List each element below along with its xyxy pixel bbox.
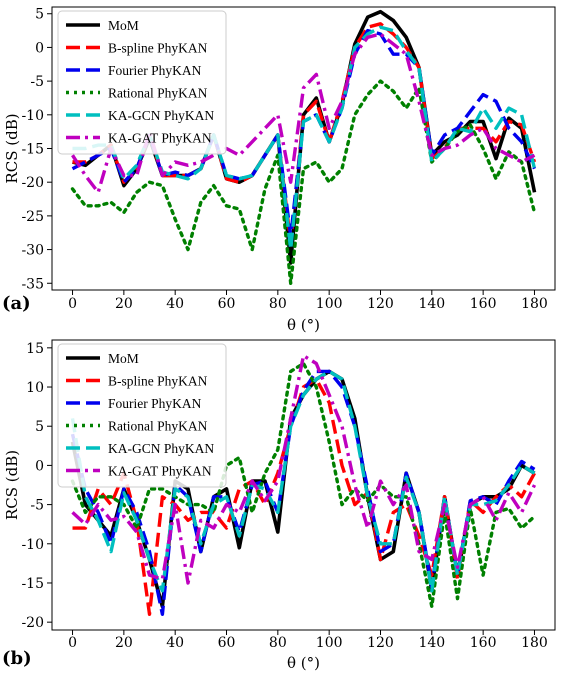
- x-tick-label: 80: [269, 635, 287, 651]
- x-tick-label: 160: [470, 296, 497, 312]
- y-tick-label: -30: [21, 243, 44, 259]
- y-tick-label: -35: [21, 276, 44, 292]
- y-tick-label: -5: [30, 74, 44, 90]
- y-axis-label: RCS (dB): [3, 450, 21, 520]
- y-tick-label: -10: [21, 537, 44, 553]
- panel-a: 0 20 40 60 80 100 120 140 160 180 5 0 -5 -10 -15 -20 -25…: [2, 6, 556, 334]
- x-tick-label: 120: [367, 296, 394, 312]
- x-axis-label: θ (°): [287, 654, 320, 672]
- x-axis-label: θ (°): [287, 316, 320, 334]
- y-tick-label: -20: [21, 615, 44, 631]
- panel-label: (b): [2, 648, 32, 669]
- series-line-rational-phykan: [70, 79, 537, 285]
- y-tick-label: -5: [30, 498, 44, 514]
- panel-b: 0 20 40 60 80 100 120 140 160 180 15 10 5 0 -5 -10 -15 -2…: [2, 339, 556, 672]
- legend-label: KA-GCN PhyKAN: [108, 441, 214, 456]
- y-tick-label: -20: [21, 175, 44, 191]
- legend-label: Fourier PhyKAN: [108, 63, 202, 78]
- y-tick-label: 5: [35, 419, 44, 435]
- y-axis-label: RCS (dB): [3, 113, 21, 183]
- x-tick-label: 20: [115, 296, 133, 312]
- x-tick-label: 100: [316, 296, 343, 312]
- x-tick-label: 60: [218, 635, 236, 651]
- legend: MoM B-spline PhyKAN Fourier PhyKAN Rational…: [57, 10, 227, 155]
- legend-label: MoM: [108, 18, 139, 33]
- x-tick-label: 20: [115, 635, 133, 651]
- y-tick-label: 15: [26, 341, 44, 357]
- x-tick-label: 140: [418, 296, 445, 312]
- y-tick-label: 5: [35, 7, 44, 23]
- x-tick-label: 180: [521, 296, 548, 312]
- series-line-ka-gcn-phykan: [70, 369, 536, 593]
- y-tick-label: 10: [26, 380, 44, 396]
- x-tick-label: 120: [367, 635, 394, 651]
- x-tick-label: 60: [218, 296, 236, 312]
- y-tick-label: 0: [35, 458, 44, 474]
- legend: MoM B-spline PhyKAN Fourier PhyKAN Rational…: [57, 343, 227, 488]
- x-tick-label: 160: [470, 635, 497, 651]
- x-tick-label: 80: [269, 296, 287, 312]
- x-tick-label: 40: [166, 635, 184, 651]
- x-tick-label: 180: [521, 635, 548, 651]
- series-line-ka-gat-phykan: [71, 32, 536, 195]
- y-tick-label: 0: [35, 40, 44, 56]
- x-tick-label: 140: [418, 635, 445, 651]
- x-tick-label: 0: [68, 296, 77, 312]
- x-tick-label: 100: [316, 635, 343, 651]
- series-line-b-spline-phykan: [72, 377, 536, 616]
- legend-label: KA-GAT PhyKAN: [108, 464, 212, 479]
- legend-label: B-spline PhyKAN: [108, 41, 208, 56]
- x-tick-label: 40: [166, 296, 184, 312]
- series-line-ka-gat-phykan: [71, 354, 537, 585]
- legend-label: KA-GCN PhyKAN: [108, 108, 214, 123]
- series-line-fourier-phykan: [70, 369, 536, 616]
- x-tick-label: 0: [68, 635, 77, 651]
- y-tick-label: -25: [21, 209, 44, 225]
- panel-label: (a): [2, 293, 31, 314]
- legend-label: Rational PhyKAN: [108, 86, 208, 101]
- legend-label: Fourier PhyKAN: [108, 396, 202, 411]
- y-tick-label: -10: [21, 108, 44, 124]
- legend-label: KA-GAT PhyKAN: [108, 131, 212, 146]
- legend-label: MoM: [108, 351, 139, 366]
- legend-label: Rational PhyKAN: [108, 419, 208, 434]
- plot-frame: [51, 339, 556, 631]
- y-tick-label: -15: [21, 142, 44, 158]
- y-tick-label: -15: [21, 576, 44, 592]
- legend-label: B-spline PhyKAN: [108, 374, 208, 389]
